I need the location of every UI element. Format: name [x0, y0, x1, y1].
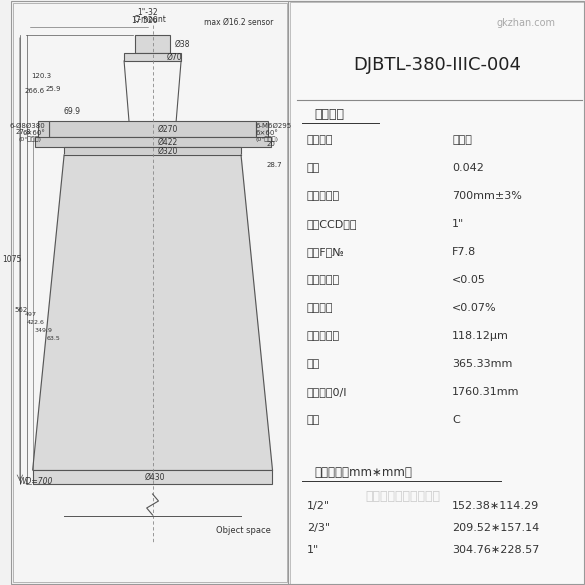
- Text: Object space: Object space: [216, 526, 271, 535]
- Text: 光学结构: 光学结构: [307, 135, 333, 145]
- Text: 266.6: 266.6: [25, 88, 44, 94]
- Text: DJBTL-380-IIIC-004: DJBTL-380-IIIC-004: [353, 56, 522, 74]
- Text: 120.3: 120.3: [31, 73, 51, 79]
- Text: (0°起始点): (0°起始点): [19, 136, 42, 142]
- Text: 562: 562: [15, 307, 27, 313]
- Text: <0.07%: <0.07%: [452, 303, 497, 313]
- Polygon shape: [33, 155, 273, 470]
- Text: 主要参数: 主要参数: [315, 108, 345, 122]
- FancyBboxPatch shape: [135, 35, 170, 53]
- Text: 物方远心度: 物方远心度: [307, 275, 340, 285]
- Text: 1": 1": [452, 219, 464, 229]
- Text: Ø320: Ø320: [157, 146, 178, 156]
- Text: C: C: [452, 415, 460, 425]
- Text: 118.12μm: 118.12μm: [452, 331, 509, 341]
- Text: F7.8: F7.8: [452, 247, 477, 257]
- FancyBboxPatch shape: [33, 470, 273, 484]
- Text: 1/2": 1/2": [307, 501, 330, 511]
- FancyBboxPatch shape: [64, 147, 241, 155]
- Text: 20: 20: [267, 141, 276, 147]
- Text: 1075: 1075: [2, 254, 22, 263]
- Bar: [290, 2, 585, 585]
- Text: WD=700: WD=700: [18, 477, 52, 487]
- Text: Ø70: Ø70: [166, 53, 182, 61]
- Text: 17.526: 17.526: [131, 16, 157, 25]
- Text: 27.8: 27.8: [15, 129, 31, 135]
- Text: 497: 497: [25, 312, 37, 318]
- Text: 支持CCD尺寸: 支持CCD尺寸: [307, 219, 357, 229]
- Text: 63.5: 63.5: [46, 336, 60, 340]
- Text: 像方F／№: 像方F／№: [307, 247, 345, 257]
- Text: 1760.31mm: 1760.31mm: [452, 387, 520, 397]
- Text: 接口: 接口: [307, 415, 320, 425]
- Text: (0°起始点): (0°起始点): [256, 136, 279, 142]
- Text: 2/3": 2/3": [307, 523, 330, 533]
- Text: 深圳大简光学有限公司: 深圳大简光学有限公司: [366, 490, 441, 503]
- Text: max Ø16.2 sensor: max Ø16.2 sensor: [204, 18, 273, 27]
- Text: 700mm±3%: 700mm±3%: [452, 191, 522, 201]
- Text: 像方畅变: 像方畅变: [307, 303, 333, 313]
- Text: Ø270: Ø270: [157, 125, 178, 133]
- Bar: [10, 0, 288, 585]
- Text: 365.33mm: 365.33mm: [452, 359, 512, 369]
- FancyBboxPatch shape: [124, 53, 181, 61]
- Text: 422.6: 422.6: [26, 321, 44, 325]
- Text: 1"-32: 1"-32: [137, 8, 158, 17]
- Text: 209.52∗157.14: 209.52∗157.14: [452, 523, 539, 533]
- Text: 景深: 景深: [307, 359, 320, 369]
- Text: 6-Ø8Ø380: 6-Ø8Ø380: [10, 123, 46, 129]
- Text: Ø422: Ø422: [157, 137, 178, 146]
- Text: 物方分辨率: 物方分辨率: [307, 331, 340, 341]
- Text: 69.9: 69.9: [63, 106, 80, 115]
- Text: 28.7: 28.7: [267, 162, 282, 168]
- Text: 6×60°: 6×60°: [23, 130, 46, 136]
- Text: 349.9: 349.9: [35, 328, 52, 332]
- Text: 倍率: 倍率: [307, 163, 320, 173]
- FancyBboxPatch shape: [35, 137, 270, 147]
- Text: 物方工作距: 物方工作距: [307, 191, 340, 201]
- FancyBboxPatch shape: [49, 121, 256, 137]
- Text: Ø430: Ø430: [144, 473, 165, 481]
- Text: 0.042: 0.042: [452, 163, 484, 173]
- Text: 1": 1": [307, 545, 319, 555]
- Text: 304.76∗228.57: 304.76∗228.57: [452, 545, 540, 555]
- Text: Ø38: Ø38: [174, 40, 190, 49]
- Text: 6-M6Ø295: 6-M6Ø295: [256, 123, 292, 129]
- Text: 物像间距0/I: 物像间距0/I: [307, 387, 347, 397]
- Text: gkzhan.com: gkzhan.com: [497, 18, 556, 28]
- FancyBboxPatch shape: [37, 121, 49, 143]
- Text: 25.9: 25.9: [46, 86, 61, 92]
- FancyBboxPatch shape: [256, 121, 267, 143]
- Text: 6×60°: 6×60°: [256, 130, 278, 136]
- Text: 152.38∗114.29: 152.38∗114.29: [452, 501, 539, 511]
- Text: 视野范围（mm∗mm）: 视野范围（mm∗mm）: [315, 466, 412, 480]
- Text: <0.05: <0.05: [452, 275, 486, 285]
- Text: 双远心: 双远心: [452, 135, 472, 145]
- Text: C-mount: C-mount: [133, 15, 166, 24]
